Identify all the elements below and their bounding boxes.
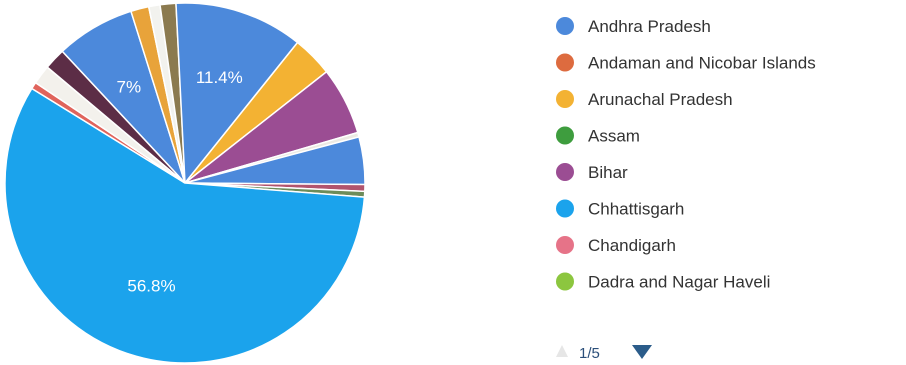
legend-label: Dadra and Nagar Haveli xyxy=(588,273,770,292)
pie-slices xyxy=(4,2,366,364)
legend-label: Chhattisgarh xyxy=(588,200,684,219)
pager-prev-arrow-icon[interactable] xyxy=(556,345,568,357)
legend-item: Assam xyxy=(556,126,640,146)
legend-label: Chandigarh xyxy=(588,236,676,255)
slice-label: 7% xyxy=(117,78,142,97)
legend-pager[interactable]: 1/5 xyxy=(556,345,652,362)
pie-slice xyxy=(175,2,299,186)
legend-marker xyxy=(556,53,574,72)
legend: Andhra Pradesh Andaman and Nicobar Island… xyxy=(556,17,816,292)
legend-label: Bihar xyxy=(588,163,628,182)
legend-marker xyxy=(556,90,574,108)
legend-item: Dadra and Nagar Haveli xyxy=(556,272,770,292)
pie-slice-labels: 7% 11.4% 56.8% xyxy=(117,68,243,296)
legend-item: Andaman and Nicobar Islands xyxy=(556,53,816,73)
pager-next-arrow-icon[interactable] xyxy=(632,345,652,359)
legend-marker xyxy=(556,17,574,35)
legend-marker xyxy=(556,126,574,145)
legend-marker xyxy=(556,163,574,181)
legend-marker xyxy=(556,272,574,291)
pie-slice xyxy=(4,87,366,364)
pie-slice xyxy=(46,50,186,184)
slice-label: 56.8% xyxy=(127,277,175,296)
legend-item: Chandigarh xyxy=(556,236,676,255)
legend-marker xyxy=(556,199,574,218)
legend-label: Andaman and Nicobar Islands xyxy=(588,54,816,73)
legend-label: Andhra Pradesh xyxy=(588,17,711,36)
legend-item: Chhattisgarh xyxy=(556,199,684,219)
legend-item: Andhra Pradesh xyxy=(556,17,711,36)
legend-item: Bihar xyxy=(556,163,628,182)
legend-item: Arunachal Pradesh xyxy=(556,90,733,109)
legend-marker xyxy=(556,236,574,254)
legend-label: Assam xyxy=(588,127,640,146)
slice-label: 11.4% xyxy=(196,68,243,87)
legend-label: Arunachal Pradesh xyxy=(588,90,733,109)
pager-text: 1/5 xyxy=(579,345,600,362)
